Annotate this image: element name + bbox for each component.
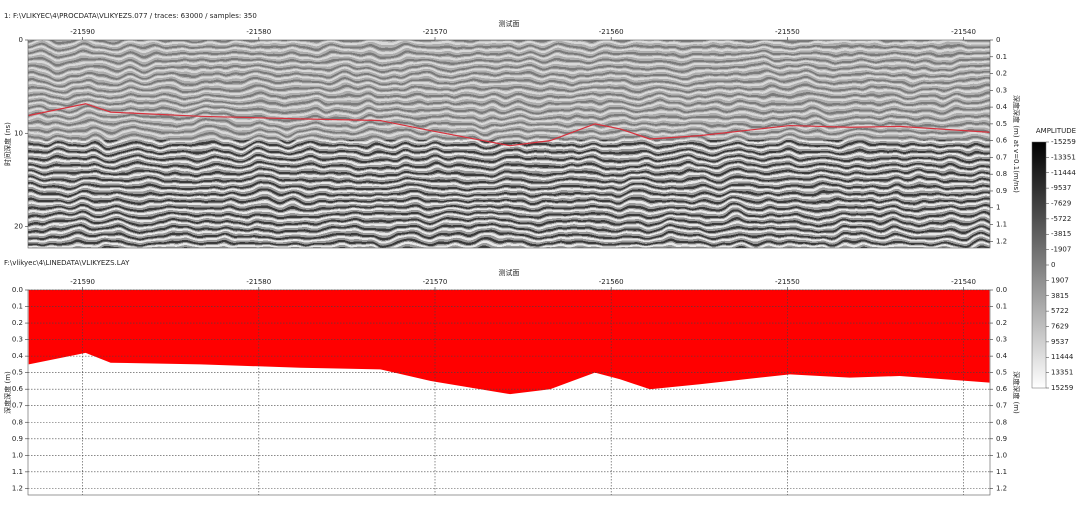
x-tick-label: -21580	[246, 278, 271, 286]
plot-frame	[27, 39, 991, 249]
y-tick-label: 1.2	[12, 484, 23, 492]
y-tick-label-right: 0.7	[996, 402, 1007, 410]
y-tick-label-right: 0.3	[996, 336, 1007, 344]
y2-tick-label: 0.7	[996, 153, 1007, 161]
y-tick-label-right: 0.8	[996, 418, 1007, 426]
y-tick-label-right: 1.1	[996, 468, 1007, 476]
y2-tick-label: 0.5	[996, 120, 1007, 128]
y-tick-label-right: 0.2	[996, 319, 1007, 327]
colorbar-title: AMPLITUDE	[1036, 127, 1076, 135]
colorbar-tick-label: 13351	[1051, 369, 1073, 377]
y-tick-label: 0	[19, 36, 23, 44]
colorbar-tick-label: -5722	[1051, 215, 1071, 223]
x-tick-label: -21550	[775, 278, 800, 286]
colorbar-tick-label: -13351	[1051, 153, 1076, 161]
axis-title: 测试面	[499, 19, 520, 28]
x-tick-label: -21570	[423, 28, 448, 36]
y2-tick-label: 0.4	[996, 103, 1008, 111]
x-tick-label: -21550	[775, 28, 800, 36]
colorbar-tick-label: -3815	[1051, 230, 1071, 238]
y-tick-label: 0.7	[12, 402, 23, 410]
y-tick-label: 0.1	[12, 303, 23, 311]
x-tick-label: -21590	[70, 278, 95, 286]
y-tick-label: 1.0	[12, 451, 23, 459]
x-tick-label: -21580	[246, 28, 271, 36]
x-tick-label: -21570	[423, 278, 448, 286]
y-tick-label-right: 1.2	[996, 484, 1007, 492]
y2-tick-label: 0.1	[996, 53, 1007, 61]
y2-tick-label: 0.9	[996, 187, 1007, 195]
y-tick-label: 0.4	[12, 352, 24, 360]
colorbar-tick-label: 0	[1051, 261, 1055, 269]
y-tick-label: 1.1	[12, 468, 23, 476]
y2-axis-label: 深度深度 (m) at v=0.1(m/ns)	[1012, 95, 1021, 193]
y2-tick-label: 0.6	[996, 137, 1008, 145]
y-tick-label-right: 0.0	[996, 286, 1007, 294]
y-tick-label-right: 0.6	[996, 385, 1008, 393]
colorbar-tick-label: -11444	[1051, 169, 1076, 177]
y-tick-label: 20	[14, 223, 23, 231]
x-tick-label: -21590	[70, 28, 95, 36]
layer-area	[28, 290, 990, 395]
y-axis-label: 时间深度 (ns)	[3, 122, 12, 166]
axis-title: 测试面	[499, 268, 520, 277]
x-tick-label: -21560	[599, 278, 624, 286]
y-tick-label-right: 0.9	[996, 435, 1007, 443]
colorbar-tick-label: 9537	[1051, 338, 1069, 346]
interface-line	[28, 103, 990, 147]
y2-tick-label: 0.8	[996, 170, 1007, 178]
y2-tick-label: 1.2	[996, 237, 1007, 245]
x-tick-label: -21560	[599, 28, 624, 36]
radargram	[28, 40, 990, 248]
colorbar	[1031, 141, 1047, 389]
y2-tick-label: 0	[996, 36, 1000, 44]
y-tick-label: 0.5	[12, 369, 23, 377]
y-tick-label: 0.6	[12, 385, 24, 393]
colorbar-tick-label: 7629	[1051, 322, 1069, 330]
y2-tick-label: 1	[996, 204, 1000, 212]
y2-tick-label: 1.1	[996, 221, 1007, 229]
colorbar-tick-label: -9537	[1051, 184, 1071, 192]
y-tick-label-right: 0.1	[996, 303, 1007, 311]
y-tick-label: 0.9	[12, 435, 23, 443]
y-tick-label-right: 0.5	[996, 369, 1007, 377]
colorbar-tick-label: 3815	[1051, 292, 1069, 300]
header: 1: F:\VLIKYEC\4\PROCDATA\VLIKYEZS.077 / …	[4, 12, 257, 20]
colorbar-tick-label: 15259	[1051, 384, 1073, 392]
colorbar-tick-label: -7629	[1051, 200, 1071, 208]
y-tick-label: 0.3	[12, 336, 23, 344]
colorbar-tick-label: 11444	[1051, 353, 1074, 361]
y-axis-label: 深度深度 (m)	[3, 371, 12, 414]
y2-axis-label: 深度深度 (m)	[1012, 371, 1021, 414]
x-tick-label: -21540	[951, 28, 976, 36]
colorbar-tick-label: -1907	[1051, 246, 1071, 254]
y-tick-label: 0.0	[12, 286, 23, 294]
colorbar-tick-label: 1907	[1051, 276, 1069, 284]
y-tick-label-right: 1.0	[996, 451, 1007, 459]
x-tick-label: -21540	[951, 278, 976, 286]
colorbar-tick-label: -15259	[1051, 138, 1076, 146]
y2-tick-label: 0.3	[996, 86, 1007, 94]
y-tick-label: 10	[14, 129, 23, 137]
header: F:\vlikyec\4\LINEDATA\VLIKYEZS.LAY	[4, 259, 130, 267]
y-tick-label-right: 0.4	[996, 352, 1008, 360]
y2-tick-label: 0.2	[996, 70, 1007, 78]
colorbar-tick-label: 5722	[1051, 307, 1069, 315]
y-tick-label: 0.2	[12, 319, 23, 327]
y-tick-label: 0.8	[12, 418, 23, 426]
